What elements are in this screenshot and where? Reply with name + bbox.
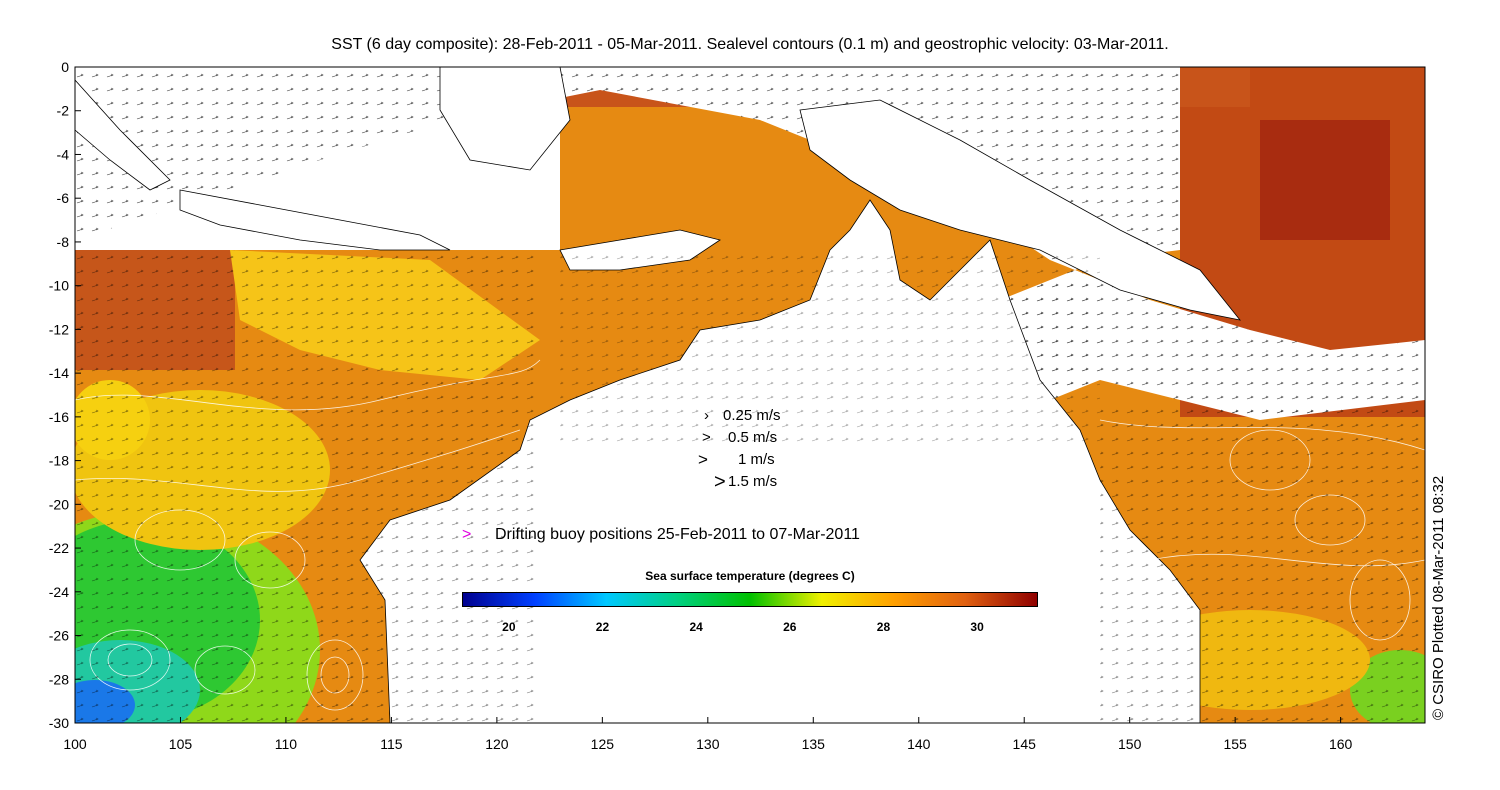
y-tick-label: -12 <box>49 321 69 337</box>
plot-frame <box>74 66 1426 724</box>
y-tick-label: -24 <box>49 584 69 600</box>
x-tick-label: 115 <box>380 736 403 752</box>
y-tick-label: -18 <box>49 453 69 469</box>
y-axis: 0 -2 -4 -6 -8 -10 -12 -14 -16 -18 -20 -22 -24 -26 -28 -… <box>49 59 81 731</box>
colorbar-tick-label: 24 <box>689 620 703 634</box>
x-tick-label: 130 <box>696 736 720 752</box>
y-tick-label: -10 <box>49 278 69 294</box>
vel-label-3: 1 m/s <box>738 451 775 468</box>
vel-arrow-icon: > <box>698 450 708 469</box>
y-tick-label: -22 <box>49 540 69 556</box>
vel-arrow-icon: › <box>704 407 709 424</box>
vel-arrow-icon: > <box>702 429 711 446</box>
x-tick-label: 135 <box>802 736 826 752</box>
x-tick-label: 110 <box>275 736 298 752</box>
x-tick-label: 160 <box>1329 736 1353 752</box>
x-tick-label: 100 <box>63 736 87 752</box>
colorbar-tick-label: 28 <box>876 620 891 634</box>
y-tick-label: -6 <box>57 190 70 206</box>
sumatra-land <box>75 79 171 191</box>
colorbar-tick-label: 20 <box>502 620 516 634</box>
x-tick-label: 150 <box>1118 736 1142 752</box>
y-tick-label: -2 <box>57 103 70 119</box>
vel-arrow-icon: > <box>714 471 726 493</box>
buoy-legend-label: Drifting buoy positions 25-Feb-2011 to 0… <box>495 526 860 543</box>
x-tick-label: 125 <box>591 736 615 752</box>
y-tick-label: -20 <box>49 496 69 512</box>
y-tick-label: 0 <box>61 59 69 75</box>
y-tick-label: -4 <box>57 146 70 162</box>
colorbar-tick-label: 30 <box>970 620 984 634</box>
new-guinea-land <box>799 99 1241 321</box>
vel-label-2: 0.5 m/s <box>728 429 778 446</box>
vel-label-1: 0.25 m/s <box>723 407 781 424</box>
x-tick-label: 155 <box>1223 736 1247 752</box>
x-tick-label: 120 <box>485 736 509 752</box>
x-tick-label: 140 <box>907 736 931 752</box>
map-title: SST (6 day composite): 28-Feb-2011 - 05-… <box>331 36 1169 53</box>
colorbar-tick-label: 22 <box>595 620 610 634</box>
colorbar-tick-label: 26 <box>783 620 797 634</box>
y-tick-label: -30 <box>49 715 69 731</box>
borneo-land <box>439 67 571 171</box>
x-tick-label: 145 <box>1013 736 1037 752</box>
y-tick-label: -16 <box>49 409 69 425</box>
x-tick-label: 105 <box>169 736 193 752</box>
buoy-marker-icon: > <box>462 526 472 543</box>
x-axis: 100 105 110 115 120 125 130 135 140 145 150 155 160 <box>63 717 1353 752</box>
y-tick-label: -28 <box>49 671 69 687</box>
y-tick-label: -26 <box>49 628 69 644</box>
y-tick-label: -8 <box>57 234 70 250</box>
y-tick-label: -14 <box>49 365 69 381</box>
colorbar-title: Sea surface temperature (degrees C) <box>645 569 855 583</box>
credit-text: © CSIRO Plotted 08-Mar-2011 08:32 <box>1430 475 1447 720</box>
vel-label-4: 1.5 m/s <box>728 473 778 490</box>
colorbar <box>462 592 1038 607</box>
sst-field <box>75 67 1425 723</box>
